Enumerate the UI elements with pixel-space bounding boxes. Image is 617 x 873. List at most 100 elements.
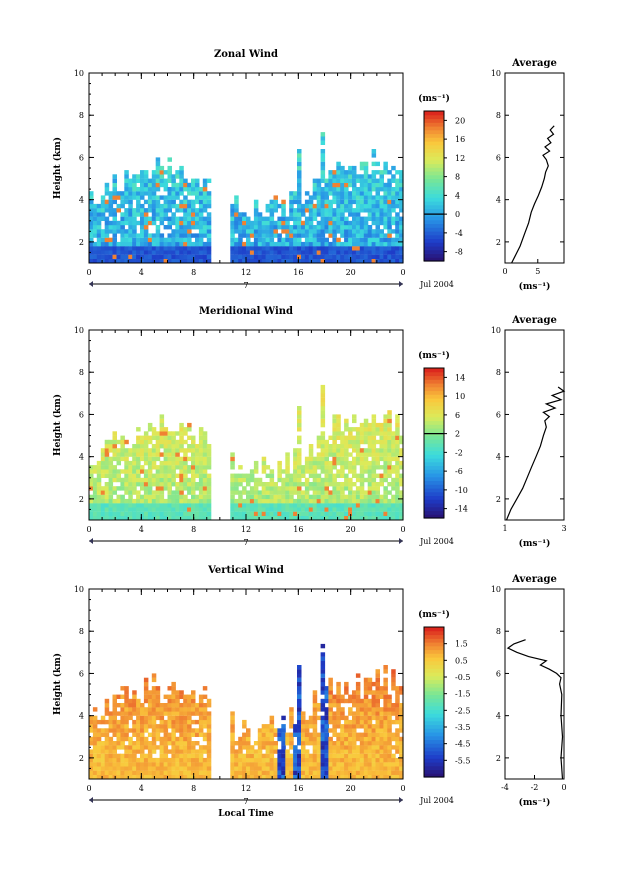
- colorbar-tick-label: -2: [455, 448, 463, 457]
- colorbar-swatch: [424, 231, 444, 236]
- colorbar-tick-label: 4: [455, 191, 460, 200]
- average-profile: Average 2 4 6 8 10 -4 -2 0 (ms⁻¹): [491, 574, 567, 808]
- day-arrow-right: [399, 538, 403, 544]
- x-tick-label: 20: [346, 525, 356, 534]
- y-tick-label: 4: [79, 712, 84, 721]
- colorbar-tick-label: 0.5: [455, 656, 468, 665]
- average-x-label: (ms⁻¹): [519, 538, 551, 549]
- colorbar-tick-label: 1.5: [455, 640, 468, 649]
- colorbar-swatch: [424, 758, 444, 763]
- average-x-tick-label: 0: [561, 783, 566, 792]
- y-tick-label: 6: [79, 153, 84, 162]
- y-tick-label: 4: [79, 453, 84, 462]
- colorbar-swatch: [424, 762, 444, 767]
- y-axis-label: Height (km): [52, 137, 63, 199]
- colorbar-tick-label: -0.5: [455, 673, 470, 682]
- average-title: Average: [511, 58, 557, 69]
- average-title: Average: [511, 315, 557, 326]
- day-arrow-left: [89, 281, 93, 287]
- x-tick-label: 20: [346, 268, 356, 277]
- colorbar-swatch: [424, 424, 444, 429]
- colorbar-swatch: [424, 111, 444, 116]
- average-profile: Average 2 4 6 8 10 0 5 (ms⁻¹): [491, 58, 565, 292]
- day-arrow-left: [89, 797, 93, 803]
- colorbar-swatch: [424, 732, 444, 737]
- colorbar-tick-label: 20: [455, 116, 465, 125]
- colorbar-swatch: [424, 698, 444, 703]
- x-tick-label: 0: [400, 525, 405, 534]
- day-label: 7: [243, 538, 248, 547]
- colorbar-swatch: [424, 249, 444, 255]
- y-axis-label: Height (km): [52, 394, 63, 456]
- colorbar-swatch: [424, 216, 444, 221]
- x-tick-label: 4: [139, 525, 144, 534]
- colorbar-swatch: [424, 739, 444, 744]
- colorbar-tick-label: -1.5: [455, 690, 470, 699]
- y-tick-label: 4: [79, 196, 84, 205]
- colorbar-swatch: [424, 668, 444, 673]
- x-tick-label: 0: [86, 784, 91, 793]
- colorbar-swatch: [424, 773, 444, 778]
- colorbar-swatch: [424, 223, 444, 228]
- colorbar-swatch: [424, 371, 444, 377]
- colorbar-tick-label: -2.5: [455, 706, 470, 715]
- colorbar-frame: [423, 110, 445, 262]
- average-y-tick-label: 6: [496, 410, 501, 419]
- colorbar-swatch: [424, 465, 444, 470]
- colorbar-swatch: [424, 724, 444, 729]
- colorbar-swatch: [424, 394, 444, 399]
- average-y-tick-label: 6: [496, 153, 501, 162]
- colorbar-swatch: [424, 506, 444, 512]
- colorbar-swatch: [424, 754, 444, 759]
- colorbar-swatch: [424, 178, 444, 183]
- colorbar-swatch: [424, 720, 444, 726]
- colorbar-swatch: [424, 439, 444, 444]
- panel-title: Vertical Wind: [207, 565, 284, 576]
- colorbar-swatch: [424, 141, 444, 146]
- average-line: [511, 125, 555, 264]
- colorbar-swatch: [424, 375, 444, 380]
- x-tick-label: 20: [346, 784, 356, 793]
- colorbar-tick-label: 6: [455, 411, 460, 420]
- colorbar-swatch: [424, 679, 444, 684]
- average-x-tick-label: 5: [535, 267, 540, 276]
- average-frame: [504, 588, 565, 780]
- colorbar-swatch: [424, 171, 444, 176]
- colorbar-swatch: [424, 627, 444, 632]
- y-tick-label: 10: [74, 69, 84, 78]
- colorbar-swatch: [424, 126, 444, 131]
- colorbar-swatch: [424, 435, 444, 440]
- colorbar-swatch: [424, 657, 444, 662]
- y-tick-label: 6: [79, 410, 84, 419]
- average-frame: [504, 72, 565, 264]
- colorbar-swatch: [424, 201, 444, 206]
- colorbar-frame: [423, 367, 445, 519]
- colorbar-tick-label: 2: [455, 430, 460, 439]
- colorbar-tick-label: 10: [455, 392, 465, 401]
- colorbar-swatch: [424, 649, 444, 654]
- average-x-label: (ms⁻¹): [519, 281, 551, 292]
- y-tick-label: 2: [79, 238, 84, 247]
- colorbar-swatch: [424, 163, 444, 168]
- colorbar-tick-label: -14: [455, 505, 468, 514]
- x-tick-label: 12: [241, 268, 251, 277]
- colorbar-swatch: [424, 450, 444, 455]
- colorbar-swatch: [424, 653, 444, 658]
- colorbar-swatch: [424, 193, 444, 198]
- colorbar-swatch: [424, 469, 444, 474]
- colorbar-swatch: [424, 368, 444, 373]
- colorbar-swatch: [424, 750, 444, 756]
- x-tick-label: 0: [86, 525, 91, 534]
- colorbar-swatch: [424, 765, 444, 771]
- colorbar-swatch: [424, 219, 444, 225]
- colorbar-swatch: [424, 238, 444, 243]
- colorbar-swatch: [424, 645, 444, 651]
- colorbar-swatch: [424, 458, 444, 463]
- colorbar-swatch: [424, 133, 444, 138]
- average-line: [506, 639, 564, 780]
- colorbar-swatch: [424, 409, 444, 414]
- colorbar-unit: (ms⁻¹): [418, 609, 450, 620]
